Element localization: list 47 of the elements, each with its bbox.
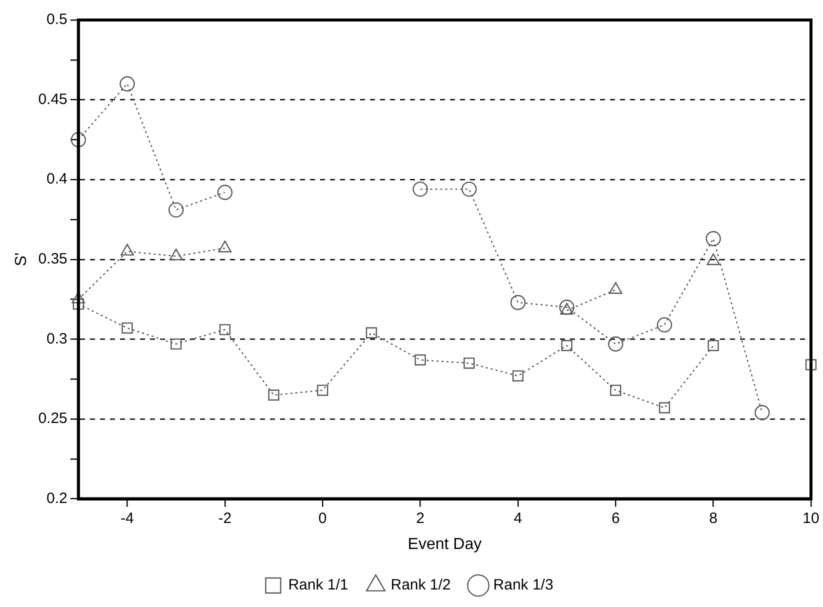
point (610, 384, 622, 396)
point (805, 359, 817, 370)
x-tick-label: 4 (514, 510, 522, 527)
point (217, 184, 233, 200)
point (559, 300, 574, 315)
point (464, 358, 475, 369)
point (366, 327, 377, 338)
y-tick-label: 0.35 (38, 250, 68, 268)
y-tick-label: 0.4 (46, 170, 68, 188)
point (170, 338, 182, 350)
y-axis-title: S' (13, 252, 30, 266)
point (268, 390, 280, 401)
y-tick-label: 0.2 (46, 490, 68, 507)
x-tick-label: 8 (709, 510, 718, 527)
y-tick-label: 0.5 (46, 11, 68, 28)
point (317, 384, 328, 396)
point (656, 317, 672, 332)
point (122, 322, 133, 334)
point (120, 76, 135, 92)
point (412, 182, 428, 197)
x-tick-label: 6 (611, 510, 620, 527)
x-tick-label: 2 (416, 510, 424, 527)
point (561, 340, 572, 352)
legend-label: Rank 1/2 (390, 576, 451, 594)
point (512, 370, 524, 382)
y-tick-label: 0.25 (38, 410, 68, 428)
point (219, 324, 230, 336)
point (658, 402, 670, 414)
point (168, 202, 184, 218)
point (414, 354, 426, 366)
point (754, 405, 770, 420)
x-tick-label: -4 (120, 510, 134, 527)
point (608, 336, 624, 352)
y-tick-label: 0.45 (38, 90, 68, 108)
x-axis-title: Event Day (408, 536, 482, 553)
point (70, 132, 86, 148)
legend-label: Rank 1/1 (288, 576, 348, 594)
x-tick-label: -2 (218, 510, 232, 527)
point (462, 182, 477, 197)
point (706, 231, 721, 246)
point (72, 298, 84, 310)
y-tick-label: 0.3 (46, 330, 68, 348)
x-tick-label: 0 (318, 510, 327, 527)
legend-label: Rank 1/3 (493, 576, 554, 594)
x-tick-label: 10 (802, 510, 820, 527)
point (510, 294, 526, 310)
point (708, 340, 719, 352)
